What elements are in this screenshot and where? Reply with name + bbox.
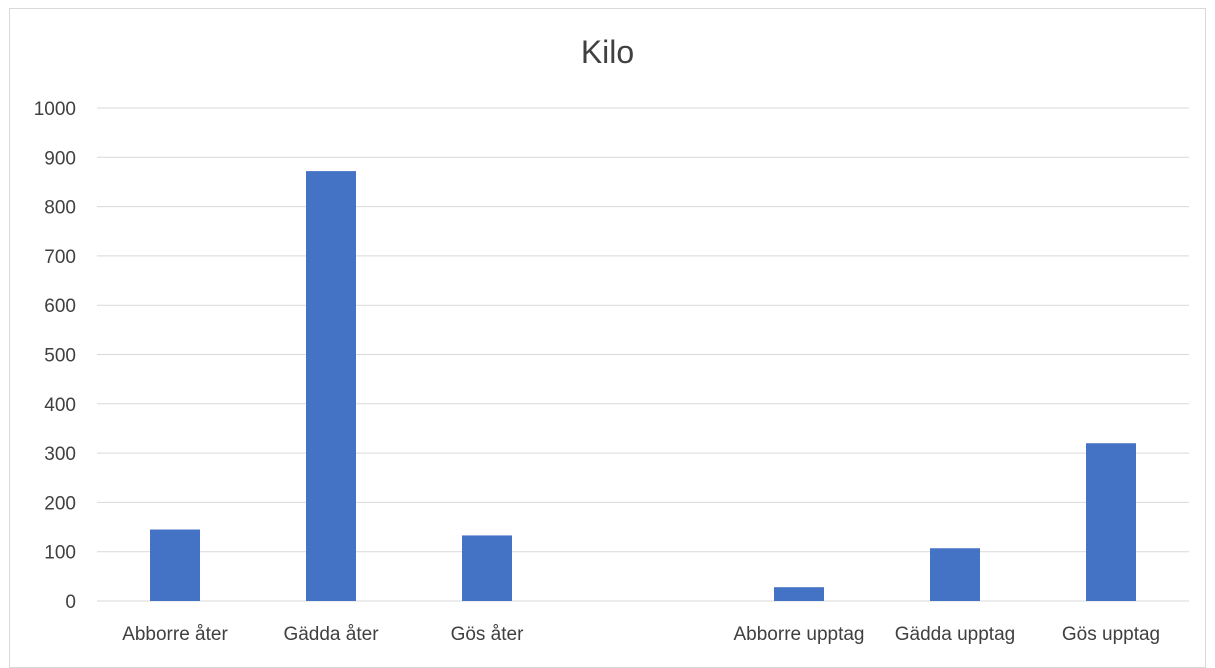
bar: [462, 535, 512, 601]
y-tick-label: 400: [44, 395, 76, 416]
y-tick-label: 100: [44, 543, 76, 564]
bars: [150, 171, 1136, 601]
y-tick-label: 200: [44, 493, 76, 514]
chart-frame: [9, 8, 1206, 668]
y-tick-label: 700: [44, 247, 76, 268]
x-tick-label: Gädda upptag: [895, 624, 1015, 645]
y-tick-label: 0: [65, 592, 76, 613]
y-tick-label: 600: [44, 296, 76, 317]
x-tick-label: Gös upptag: [1062, 624, 1160, 645]
x-tick-label: Gädda åter: [283, 624, 379, 645]
y-tick-label: 500: [44, 346, 76, 367]
y-tick-label: 800: [44, 198, 76, 219]
bar: [1086, 443, 1136, 601]
y-tick-label: 300: [44, 444, 76, 465]
x-tick-label: Abborre upptag: [734, 624, 865, 645]
y-axis-labels: 0 100 200 300 400 500 600 700 800 900 1000: [34, 99, 76, 613]
bar: [930, 548, 980, 601]
bar: [306, 171, 356, 601]
x-tick-label: Gös åter: [451, 624, 525, 645]
x-axis-labels: Abborre åter Gädda åter Gös åter Abborre up…: [122, 624, 1160, 645]
gridlines: [97, 107, 1189, 602]
bar: [150, 529, 200, 601]
chart-title: Kilo: [580, 34, 635, 70]
y-tick-label: 1000: [34, 99, 76, 120]
bar: [774, 587, 824, 601]
x-tick-label: Abborre åter: [122, 624, 228, 645]
y-tick-label: 900: [44, 148, 76, 169]
